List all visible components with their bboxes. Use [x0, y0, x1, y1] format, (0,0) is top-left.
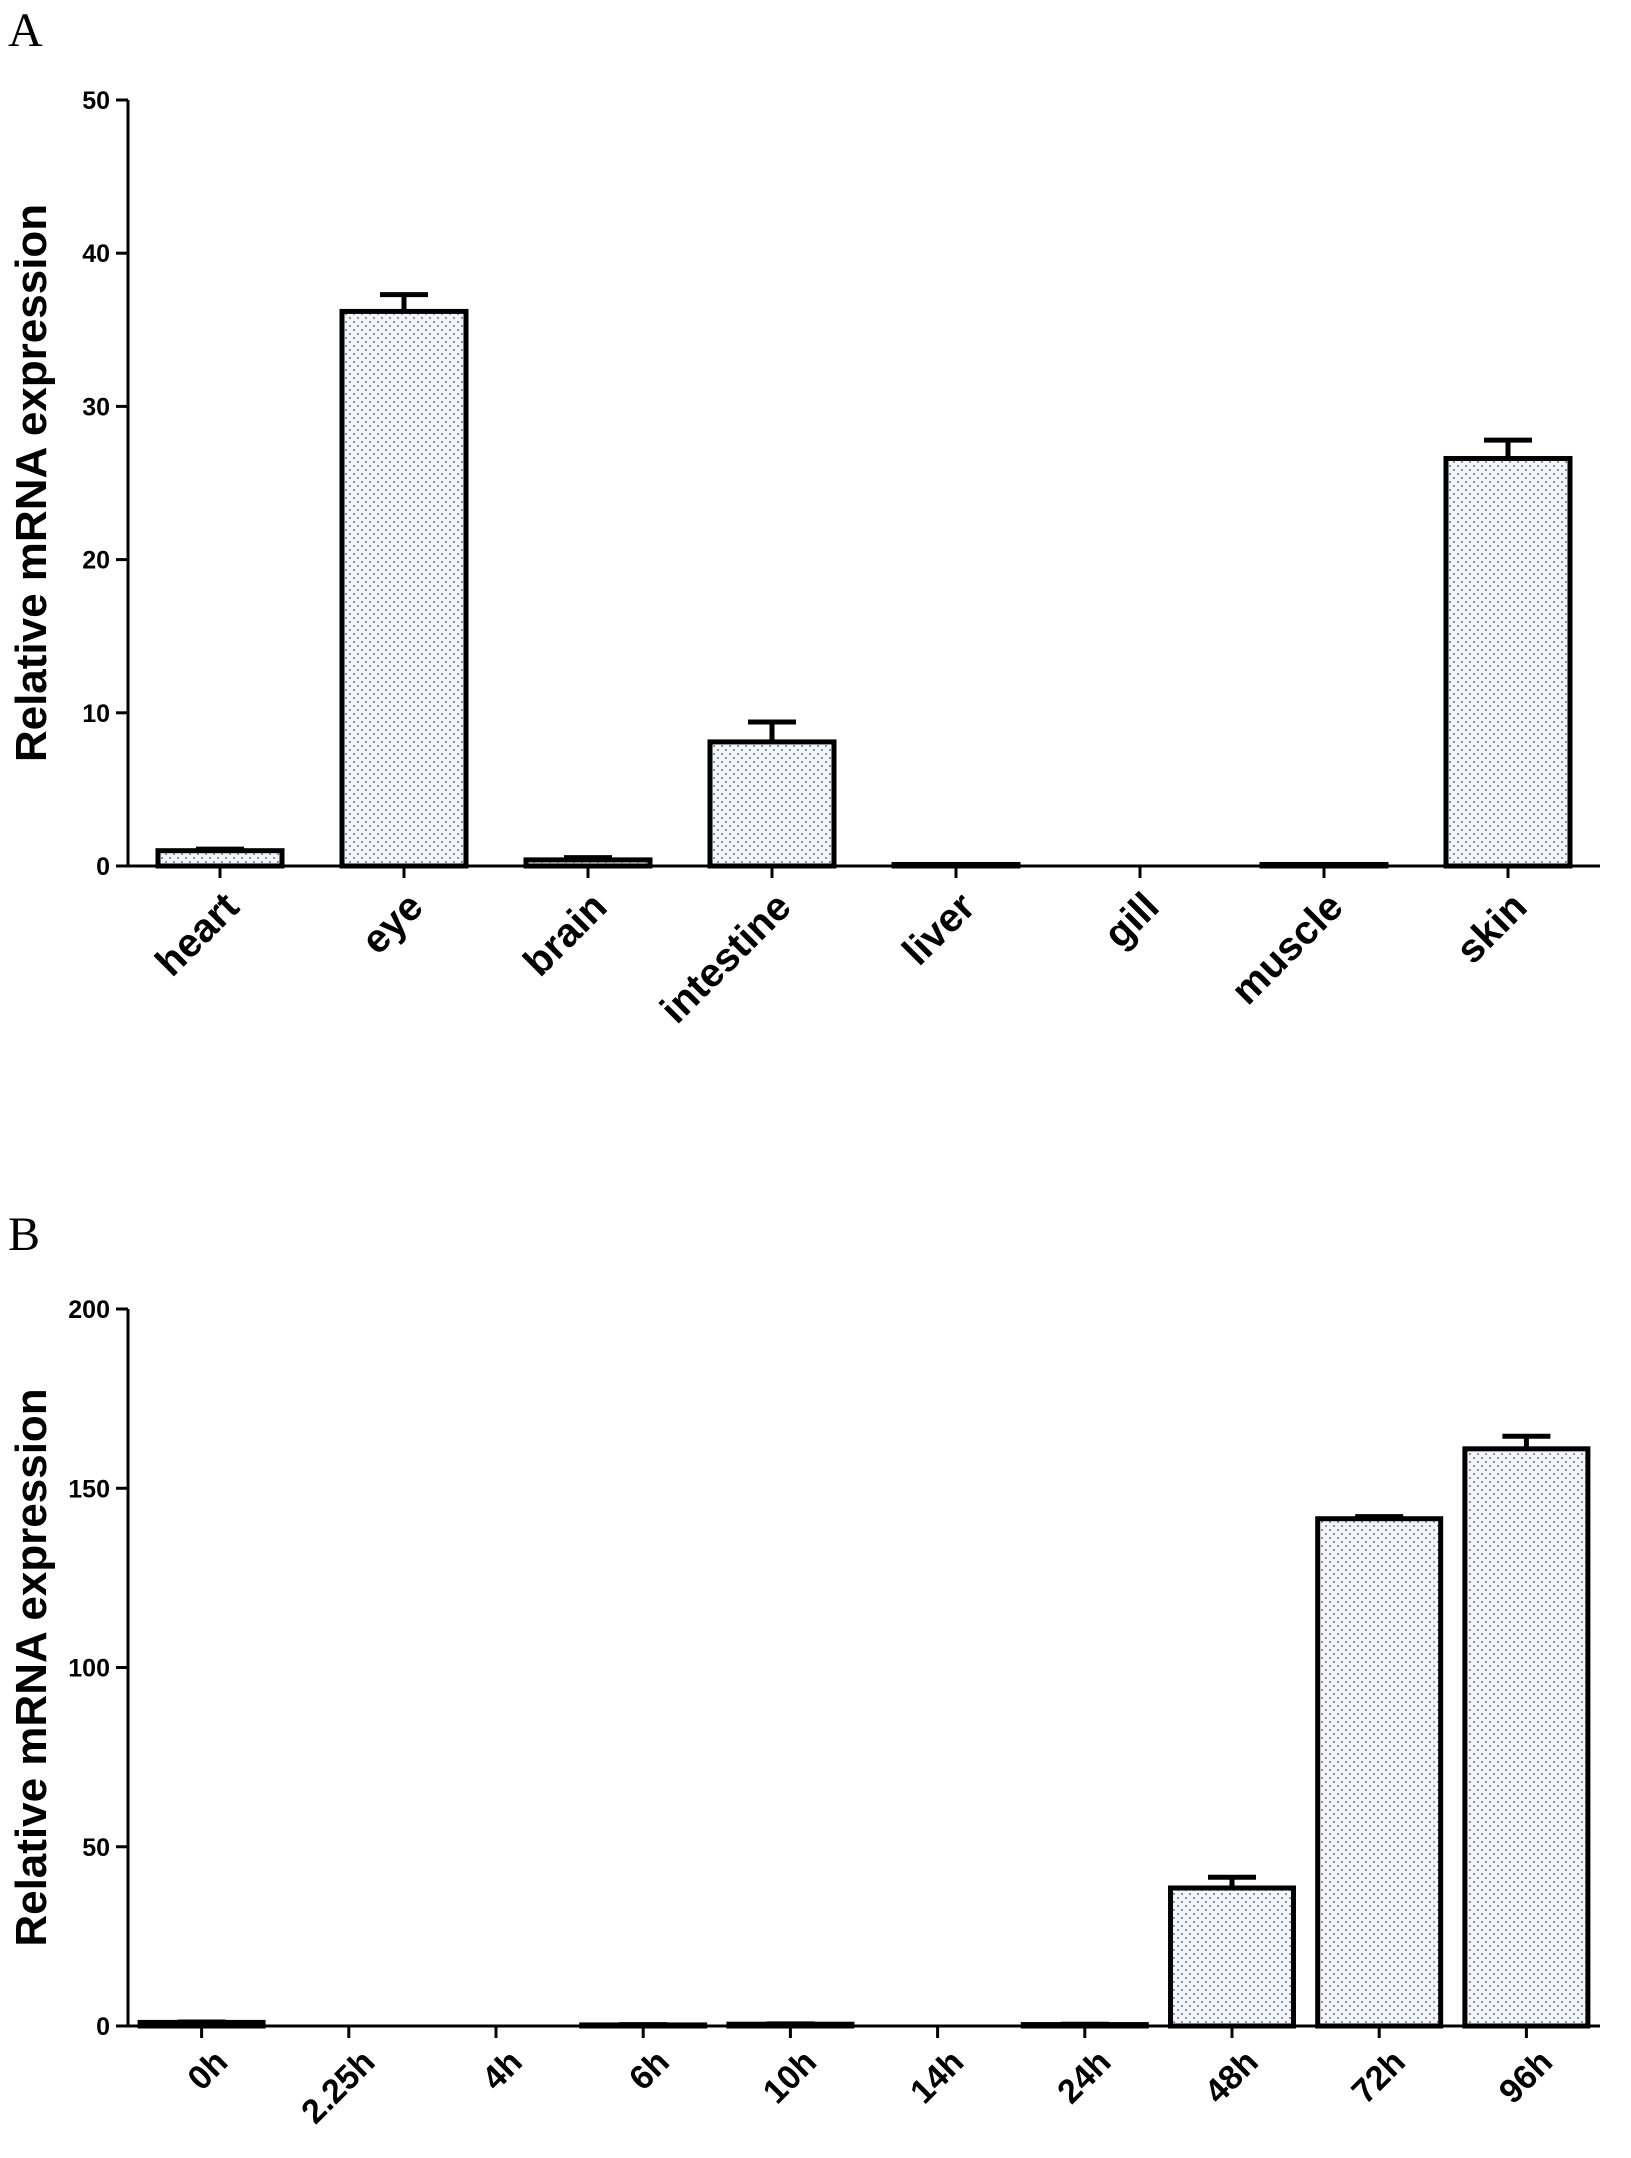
y-tick-label: 0	[96, 853, 110, 881]
y-tick-label: 30	[82, 393, 110, 421]
x-tick-label: 24h	[1050, 2043, 1118, 2111]
y-tick-label: 100	[68, 1655, 110, 1683]
x-tick-label: gill	[1096, 884, 1168, 956]
x-tick-label: heart	[147, 884, 247, 984]
x-tick-label: 6h	[622, 2043, 677, 2098]
x-tick-label: 72h	[1345, 2043, 1413, 2111]
y-axis-label: Relative mRNA expression	[7, 204, 56, 762]
x-tick-label: 96h	[1492, 2043, 1560, 2111]
bar-96h	[1462, 1446, 1591, 2029]
x-tick-label: 4h	[475, 2043, 530, 2098]
panel-label-a: A	[8, 4, 43, 57]
y-tick-label: 0	[96, 2013, 110, 2041]
y-tick-label: 10	[82, 700, 110, 728]
y-tick-label: 150	[68, 1475, 110, 1503]
bar-brain	[523, 857, 653, 869]
x-tick-label: eye	[353, 884, 431, 962]
x-tick-label: 14h	[903, 2043, 971, 2111]
bar-intestine	[707, 739, 837, 869]
y-tick-label: 40	[82, 240, 110, 268]
chart-a: 0 10 20 30 40 50 Relative mRNA expression heart…	[7, 87, 1600, 1032]
bar-72h	[1315, 1516, 1444, 2029]
x-tick-label: liver	[894, 884, 983, 973]
y-tick-label: 200	[68, 1296, 110, 1324]
x-tick-label: 48h	[1197, 2043, 1265, 2111]
x-tick-label: 10h	[756, 2043, 824, 2111]
x-tick-label: skin	[1448, 884, 1536, 972]
bar-heart	[155, 848, 285, 869]
bar-muscle	[1259, 861, 1389, 869]
bar-48h	[1168, 1885, 1296, 2029]
x-tick-label: 0h	[180, 2043, 235, 2098]
bar-skin	[1443, 455, 1573, 869]
x-tick-label: muscle	[1223, 884, 1352, 1013]
y-tick-label: 20	[82, 547, 110, 575]
bar-eye	[339, 308, 469, 869]
y-tick-label: 50	[82, 1834, 110, 1862]
bar-liver	[891, 861, 1021, 869]
y-tick-label: 50	[82, 87, 110, 115]
x-tick-label: 2.25h	[294, 2043, 382, 2131]
chart-b: 0 50 100 150 200 Relative mRNA expression 0h 2.…	[7, 1296, 1600, 2131]
panel-label-b: B	[8, 1208, 40, 1261]
x-tick-label: brain	[515, 884, 615, 984]
y-axis-label: Relative mRNA expression	[7, 1388, 56, 1946]
x-tick-label: intestine	[652, 884, 799, 1031]
